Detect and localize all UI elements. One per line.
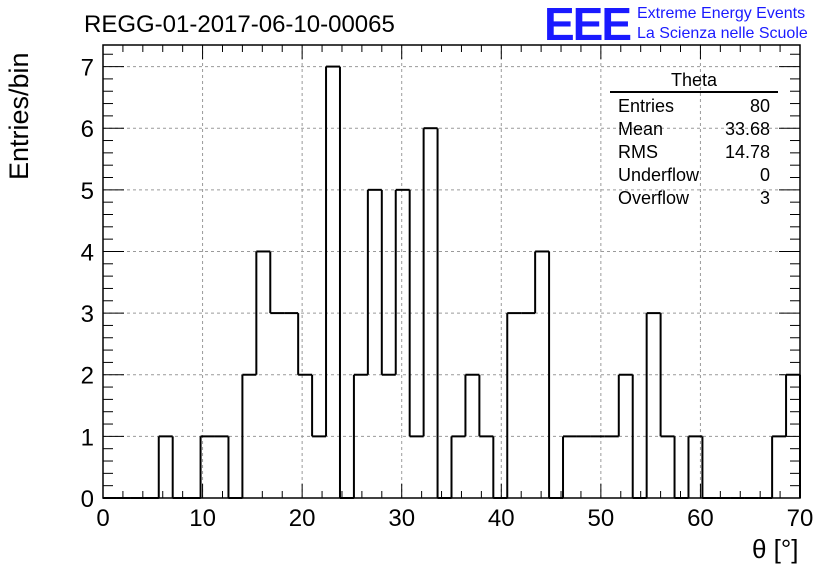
- stats-value: 3: [759, 188, 770, 208]
- y-tick-label: 4: [81, 239, 94, 266]
- x-tick-label: 70: [787, 505, 814, 532]
- plot-border: [102, 44, 801, 499]
- logo-line-2: La Scienza nelle Scuole: [637, 25, 808, 42]
- stats-key: RMS: [618, 142, 658, 162]
- x-tick-label: 30: [388, 505, 415, 532]
- y-tick-label: 7: [81, 55, 94, 82]
- chart-title: REGG-01-2017-06-10-00065: [84, 11, 395, 38]
- axis-ticks: [102, 45, 801, 499]
- eee-logo: EEE: [544, 0, 632, 50]
- x-axis-label: θ [°]: [752, 534, 799, 564]
- stats-key: Overflow: [618, 188, 690, 208]
- y-tick-label: 1: [81, 424, 94, 451]
- logo-line-1: Extreme Energy Events: [637, 5, 806, 22]
- y-tick-label: 5: [81, 178, 94, 205]
- x-tick-label: 10: [189, 505, 216, 532]
- stats-box: Theta Entries 80 Mean 33.68 RMS 14.78 Un…: [610, 70, 778, 210]
- plot-frame: [102, 44, 801, 499]
- y-tick-label: 2: [81, 363, 94, 390]
- x-tick-label: 0: [96, 505, 109, 532]
- stats-key: Mean: [618, 119, 664, 139]
- stats-value: 80: [749, 96, 770, 116]
- x-tick-label: 60: [687, 505, 714, 532]
- stats-value: 0: [759, 165, 770, 185]
- x-tick-label: 20: [289, 505, 316, 532]
- x-tick-label: 40: [488, 505, 515, 532]
- stats-key: Entries: [618, 96, 675, 116]
- stats-key: Underflow: [618, 165, 700, 185]
- y-tick-label: 0: [81, 486, 94, 513]
- stats-value: 33.68: [724, 119, 770, 139]
- x-tick-label: 50: [588, 505, 615, 532]
- stats-row-underflow: Underflow 0: [610, 164, 778, 187]
- stats-row-mean: Mean 33.68: [610, 118, 778, 141]
- stats-title: Theta: [610, 70, 778, 93]
- stats-row-rms: RMS 14.78: [610, 141, 778, 164]
- stats-row-entries: Entries 80: [610, 95, 778, 118]
- y-tick-label: 6: [81, 116, 94, 143]
- stats-row-overflow: Overflow 3: [610, 187, 778, 210]
- stats-value: 14.78: [724, 142, 770, 162]
- y-tick-label: 3: [81, 301, 94, 328]
